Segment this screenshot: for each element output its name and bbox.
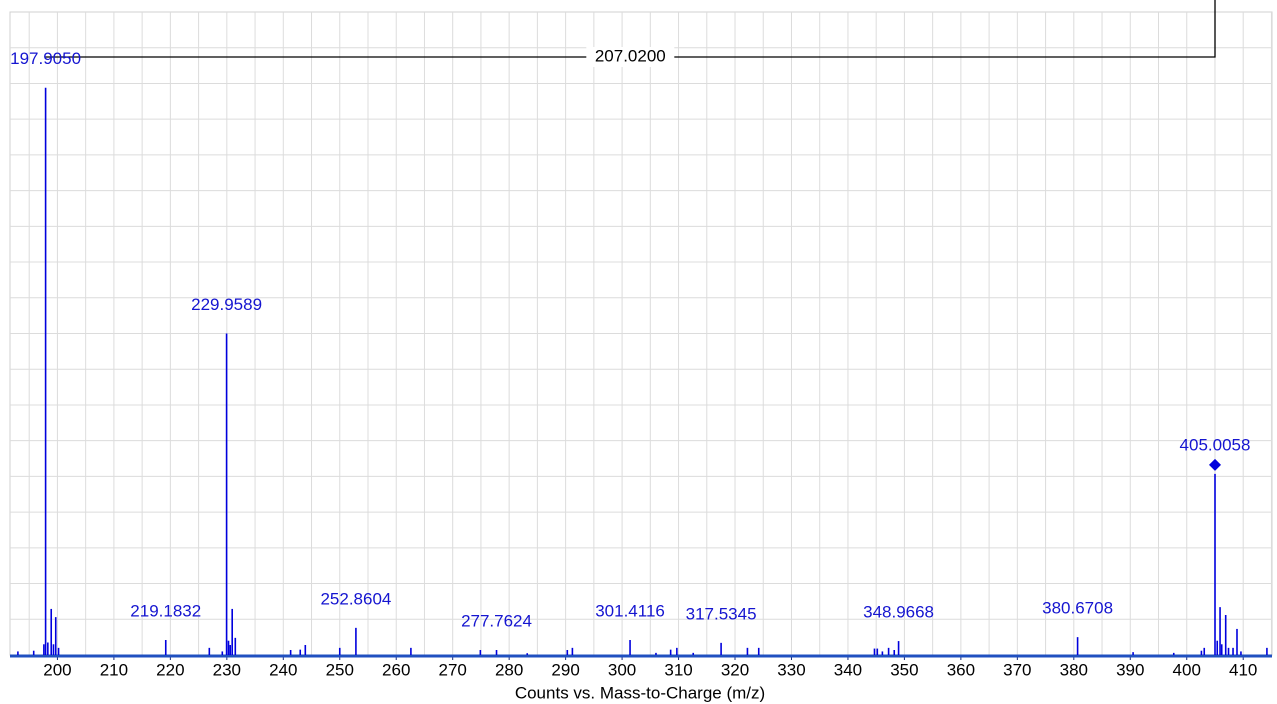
peak-label: 252.8604 [320,589,391,608]
x-tick-label: 250 [326,660,354,679]
precursor-marker [1209,458,1222,471]
x-tick-label: 340 [834,660,862,679]
x-tick-label: 330 [777,660,805,679]
x-tick-label: 380 [1060,660,1088,679]
peak-label: 380.6708 [1042,599,1113,618]
peak-label: 301.4116 [595,601,665,620]
x-tick-label: 220 [156,660,184,679]
x-tick-label: 230 [213,660,241,679]
bracket-label: 207.0200 [595,46,666,65]
x-tick-label: 290 [551,660,579,679]
x-tick-label: 310 [664,660,692,679]
peak-label: 229.9589 [191,295,262,314]
x-tick-label: 260 [382,660,410,679]
x-tick-label: 270 [439,660,467,679]
x-tick-label: 400 [1173,660,1201,679]
peak-label: 197.9050 [10,49,81,68]
peak-label: 348.9668 [863,603,934,622]
x-tick-label: 300 [608,660,636,679]
peak-label: 317.5345 [686,604,757,623]
peak-label: 219.1832 [130,601,201,620]
x-tick-label: 280 [495,660,523,679]
x-tick-label: 320 [721,660,749,679]
x-axis-title: Counts vs. Mass-to-Charge (m/z) [515,683,765,702]
x-tick-label: 240 [269,660,297,679]
peak-label: 405.0058 [1180,435,1251,454]
peak-label: 277.7624 [461,611,532,630]
bracket-line [45,0,1216,58]
x-tick-label: 350 [890,660,918,679]
x-tick-label: 200 [43,660,71,679]
x-tick-label: 360 [947,660,975,679]
x-tick-label: 390 [1116,660,1144,679]
x-tick-label: 370 [1003,660,1031,679]
x-tick-label: 210 [100,660,128,679]
x-tick-label: 410 [1229,660,1257,679]
bracket-label-bg [586,47,675,67]
